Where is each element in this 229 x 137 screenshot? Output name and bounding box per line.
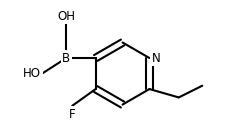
Text: N: N <box>151 52 160 65</box>
Text: B: B <box>62 52 70 65</box>
Text: OH: OH <box>57 10 75 23</box>
Text: HO: HO <box>23 67 41 80</box>
Text: F: F <box>68 108 75 121</box>
